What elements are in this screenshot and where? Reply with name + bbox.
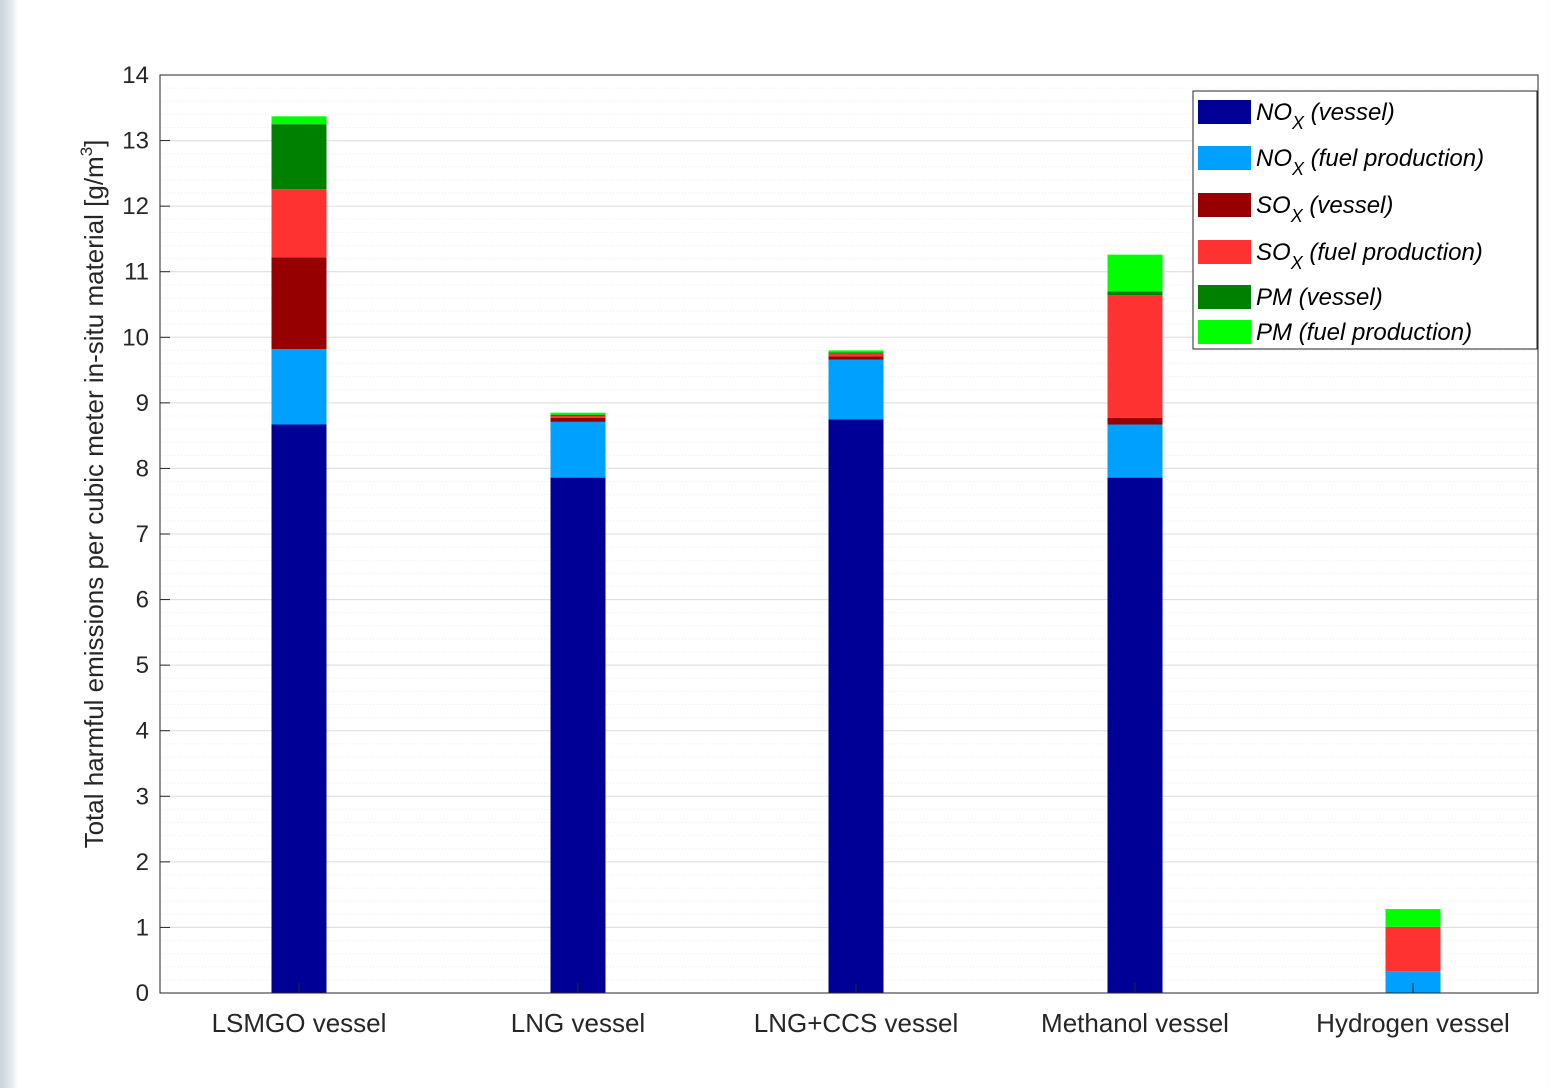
y-tick-label: 7 [136,521,149,548]
bar-segment-1-4 [271,189,327,258]
legend-entry: PM (fuel production) [1256,319,1472,346]
bar-segment-3-3 [828,356,884,360]
x-tick-label: LNG vessel [511,1008,645,1038]
bar-segment-2-4 [550,415,606,418]
bar-segment-5-2 [1385,971,1441,993]
legend-swatch [1198,320,1251,344]
bar-segment-1-2 [271,349,327,425]
y-tick-label: 13 [122,128,149,155]
bar-segment-4-3 [1107,417,1163,425]
y-tick-label: 9 [136,390,149,417]
bar-segment-5-4 [1385,926,1441,972]
bar-segment-2-5 [550,414,606,416]
legend-entry: NOX (fuel production) [1256,145,1484,179]
y-tick-label: 14 [122,62,149,89]
legend-entry: PM (vessel) [1256,284,1383,311]
y-axis-label-text: Total harmful emissions per cubic meter … [79,156,109,848]
bar-segment-2-2 [550,421,606,478]
x-tick-label: LSMGO vessel [212,1008,387,1038]
legend-entry: NOX (vessel) [1256,99,1395,133]
y-tick-label: 12 [122,193,149,220]
y-tick-label: 1 [136,914,149,941]
legend-entry: SOX (vessel) [1256,192,1393,226]
bar-segment-1-3 [271,257,327,350]
y-tick-label: 10 [122,324,149,351]
legend-entry: SOX (fuel production) [1256,239,1483,273]
legend: NOX (vessel) NOX (fuel production) SOX (ve… [1192,90,1538,350]
x-axis: LSMGO vessel LNG vessel LNG+CCS vessel Meth… [212,983,1510,1038]
bar-segment-4-2 [1107,424,1163,478]
y-tick-label: 8 [136,455,149,482]
x-tick-label: LNG+CCS vessel [754,1008,958,1038]
bar-segment-4-1 [1107,477,1163,993]
y-tick-label: 3 [136,783,149,810]
y-tick-label: 2 [136,849,149,876]
legend-swatch [1198,285,1251,309]
y-tick-label: 5 [136,652,149,679]
bar-segment-5-6 [1385,909,1441,927]
bar-segment-1-1 [271,424,327,993]
y-axis-label-superscript: 3 [77,147,96,156]
bars [271,116,1441,993]
bar-segment-3-2 [828,359,884,420]
y-tick-label: 6 [136,587,149,614]
bar-segment-4-5 [1107,291,1163,296]
bar-segment-1-6 [271,116,327,125]
y-tick-label: 11 [124,259,149,286]
y-axis-label-end: ] [79,140,109,147]
x-tick-label: Hydrogen vessel [1316,1008,1510,1038]
y-tick-label: 4 [136,718,149,745]
legend-swatch [1198,100,1251,124]
legend-swatch [1198,240,1251,264]
bar-segment-4-6 [1107,254,1163,292]
bar-segment-1-5 [271,124,327,190]
bar-segment-3-4 [828,353,884,357]
bar-segment-2-1 [550,477,606,993]
bar-segment-2-3 [550,417,606,422]
legend-swatch [1198,146,1251,170]
y-axis-label: Total harmful emissions per cubic meter … [77,140,109,849]
x-tick-label: Methanol vessel [1041,1008,1229,1038]
y-tick-label: 0 [136,980,149,1007]
legend-swatch [1198,193,1251,217]
bar-segment-4-4 [1107,295,1163,418]
bar-segment-3-1 [828,419,884,993]
bar-segment-3-5 [828,352,884,354]
bar-segment-3-6 [828,350,884,353]
bar-segment-2-6 [550,412,606,415]
